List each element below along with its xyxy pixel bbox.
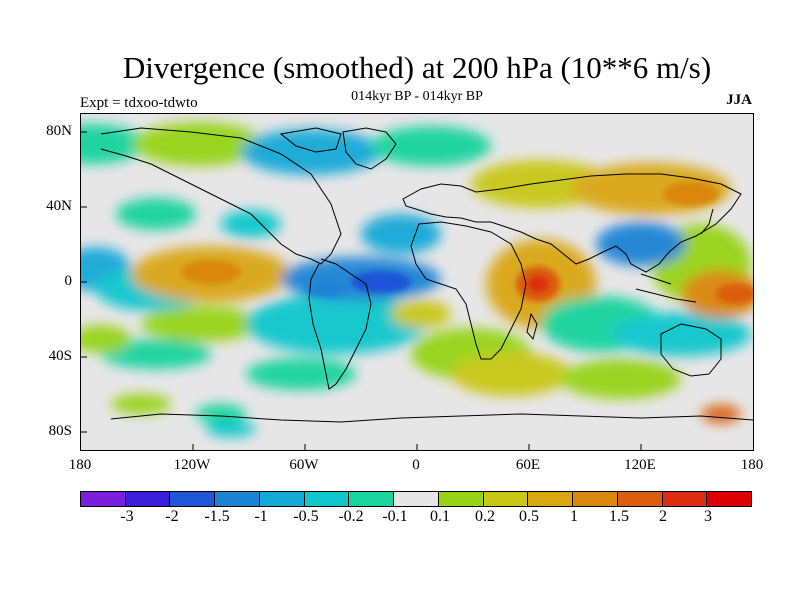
lat-label-80n: 80N: [46, 123, 72, 139]
colorbar-cell: [215, 492, 260, 506]
map-svg: [81, 114, 753, 450]
colorbar-label: -0.1: [382, 508, 408, 525]
colorbar-label: -1: [254, 508, 268, 525]
colorbar-cell: [483, 492, 529, 506]
lon-label-0: 0: [412, 457, 420, 473]
colorbar-label: 2: [659, 508, 667, 525]
colorbar-label: -2: [165, 508, 179, 525]
lon-label-60w: 60W: [289, 457, 319, 473]
colorbar-label: 1: [570, 508, 578, 525]
colorbar-cell: [304, 492, 350, 506]
lat-label-40n: 40N: [46, 198, 72, 214]
colorbar-label: 1.5: [609, 508, 629, 525]
divergence-map: [80, 113, 754, 451]
colorbar-cell: [662, 492, 708, 506]
colorbar-cell: [528, 492, 574, 506]
colorbar-label: 0.1: [430, 508, 450, 525]
lon-label-120e: 120E: [624, 457, 656, 473]
colorbar-cell: [349, 492, 395, 506]
field-layer-strong: [181, 182, 753, 304]
colorbar-label: -1.5: [204, 508, 230, 525]
colorbar-label: 0.5: [519, 508, 539, 525]
colorbar-cell: [81, 492, 126, 506]
colorbar-label: -0.5: [293, 508, 319, 525]
colorbar: [80, 491, 752, 507]
experiment-label: Expt = tdxoo-tdwto: [80, 95, 198, 111]
lon-label-180e: 180: [740, 457, 764, 473]
colorbar-cell: [438, 492, 484, 506]
lon-label-60e: 60E: [515, 457, 541, 473]
season-label: JJA: [726, 92, 752, 108]
colorbar-cell: [573, 492, 618, 506]
lon-label-120w: 120W: [173, 457, 211, 473]
colorbar-cell: [170, 492, 216, 506]
chart-subtitle: 014kyr BP - 014kyr BP: [351, 89, 483, 104]
coastlines: [100, 127, 753, 423]
chart-title: Divergence (smoothed) at 200 hPa (10**6 …: [122, 50, 712, 85]
colorbar-cell: [125, 492, 171, 506]
lon-label-180w: 180: [68, 457, 92, 473]
colorbar-cell: [617, 492, 663, 506]
lat-label-80s: 80S: [48, 423, 72, 439]
map-frame-ticks: [81, 131, 642, 450]
lat-label-0: 0: [64, 273, 73, 289]
colorbar-label: -0.2: [338, 508, 364, 525]
colorbar-cell: [259, 492, 305, 506]
lat-label-40s: 40S: [48, 348, 72, 364]
colorbar-label: 3: [704, 508, 712, 525]
colorbar-cell: [394, 492, 439, 506]
field-layer-light: [81, 122, 753, 437]
colorbar-label: 0.2: [475, 508, 495, 525]
colorbar-label: -3: [120, 508, 134, 525]
colorbar-cell: [707, 492, 751, 506]
